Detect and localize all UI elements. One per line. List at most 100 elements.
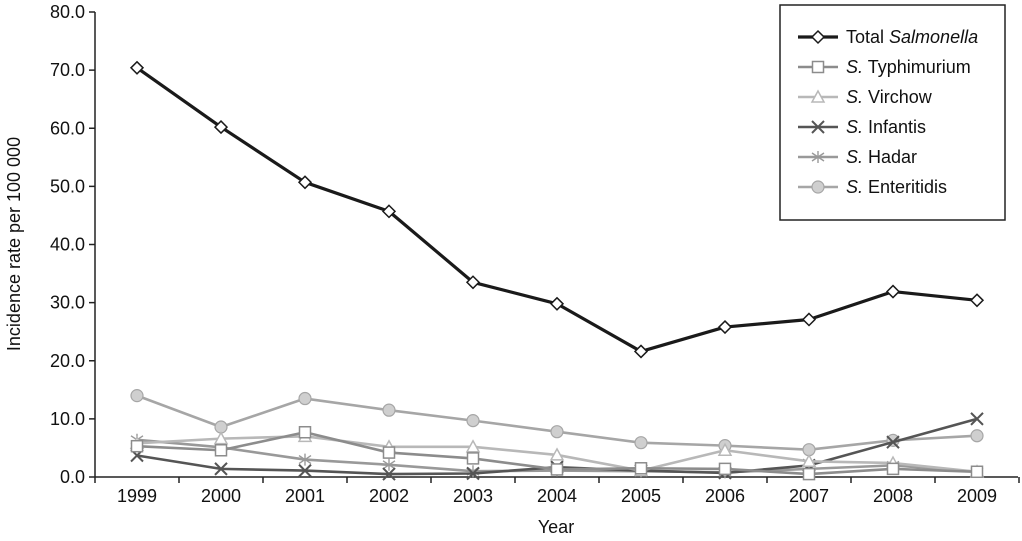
data-point (549, 296, 565, 311)
y-tick-label: 70.0 (50, 60, 85, 80)
data-point (634, 436, 648, 450)
data-point (214, 462, 228, 476)
data-point (381, 204, 397, 219)
legend-item: S. Virchow (798, 87, 933, 107)
legend-label: S. Hadar (846, 147, 917, 167)
x-tick-label: 2003 (453, 486, 493, 506)
data-point (297, 175, 313, 190)
data-point (130, 439, 144, 453)
data-point (382, 467, 396, 481)
x-tick-label: 2004 (537, 486, 577, 506)
data-point (886, 435, 900, 449)
data-point (213, 120, 229, 135)
legend-marker (811, 120, 825, 134)
legend-label-rest: Virchow (863, 87, 933, 107)
x-axis-title: Year (538, 517, 574, 537)
legend-marker (811, 60, 825, 74)
x-tick-label: 2008 (873, 486, 913, 506)
y-tick-label: 50.0 (50, 176, 85, 196)
x-tick-label: 2000 (201, 486, 241, 506)
legend-marker (810, 89, 826, 103)
data-point (466, 466, 480, 481)
data-point (298, 453, 312, 466)
legend-item: S. Enteritidis (798, 177, 947, 197)
legend-label-prefix: Total (846, 27, 889, 47)
x-tick-label: 1999 (117, 486, 157, 506)
data-point (718, 462, 732, 476)
data-point (465, 439, 481, 453)
y-tick-label: 0.0 (60, 467, 85, 487)
y-tick-label: 80.0 (50, 2, 85, 22)
legend-label-italic: S. (846, 177, 863, 197)
data-point (633, 344, 649, 359)
y-ticks: 0.0 10.0 20.0 30.0 40.0 50.0 60.0 70.0 80.0 (50, 2, 95, 487)
legend-label-italic: Salmonella (889, 27, 978, 47)
x-tick-label: 2005 (621, 486, 661, 506)
x-tick-label: 2001 (285, 486, 325, 506)
data-point (634, 462, 648, 475)
legend-label-italic: S. (846, 87, 863, 107)
legend-label-italic: S. (846, 57, 863, 77)
legend-marker (810, 29, 826, 45)
data-point (214, 444, 228, 457)
legend-item: Total Salmonella (798, 27, 978, 47)
data-point (717, 442, 733, 457)
data-point (802, 467, 816, 481)
data-point (550, 463, 564, 476)
legend-label-rest: Hadar (863, 147, 917, 167)
y-tick-label: 60.0 (50, 118, 85, 138)
series-layer (129, 60, 985, 481)
x-tick-label: 2009 (957, 486, 997, 506)
x-ticks: 1999 2000 2001 2002 2003 2004 2005 2006 2007 2008… (94, 477, 1020, 506)
legend-label-rest: Enteritidis (863, 177, 947, 197)
data-point (213, 431, 229, 445)
data-point (382, 458, 396, 471)
data-point (465, 275, 481, 290)
legend-item: S. Hadar (798, 147, 917, 167)
legend-label-rest: Typhimurium (863, 57, 971, 77)
y-tick-label: 30.0 (50, 293, 85, 313)
data-point (298, 463, 312, 478)
legend-marker (811, 180, 825, 194)
y-tick-label: 40.0 (50, 235, 85, 255)
data-point (298, 391, 312, 406)
data-point (885, 284, 901, 299)
legend-label: S. Typhimurium (846, 57, 971, 77)
legend-item: S. Infantis (798, 117, 926, 137)
data-point (549, 447, 565, 461)
y-axis-title: Incidence rate per 100 000 (4, 137, 24, 351)
y-tick-label: 20.0 (50, 351, 85, 371)
data-point (717, 319, 733, 335)
data-point (550, 425, 564, 439)
data-point (466, 414, 480, 428)
x-tick-label: 2002 (369, 486, 409, 506)
legend-label: Total Salmonella (846, 27, 978, 47)
legend-label: S. Infantis (846, 117, 926, 137)
data-point (382, 446, 396, 459)
legend-label: S. Enteritidis (846, 177, 947, 197)
x-tick-label: 2007 (789, 486, 829, 506)
data-point (130, 389, 144, 403)
data-point (298, 425, 312, 439)
series-circle (130, 389, 984, 457)
legend-label-italic: S. (846, 147, 863, 167)
series-diamond (129, 60, 985, 359)
legend-label: S. Virchow (846, 87, 933, 107)
y-tick-label: 10.0 (50, 409, 85, 429)
legend-label-italic: S. (846, 117, 863, 137)
legend-marker (811, 151, 825, 163)
data-point (801, 312, 817, 327)
data-point (970, 429, 984, 443)
data-point (382, 403, 396, 417)
series-square (130, 425, 984, 481)
data-point (969, 293, 985, 308)
data-point (970, 412, 984, 426)
x-tick-label: 2006 (705, 486, 745, 506)
legend-item: S. Typhimurium (798, 57, 971, 77)
data-point (886, 462, 900, 476)
data-point (970, 465, 984, 479)
data-point (466, 452, 480, 465)
data-point (129, 60, 145, 75)
